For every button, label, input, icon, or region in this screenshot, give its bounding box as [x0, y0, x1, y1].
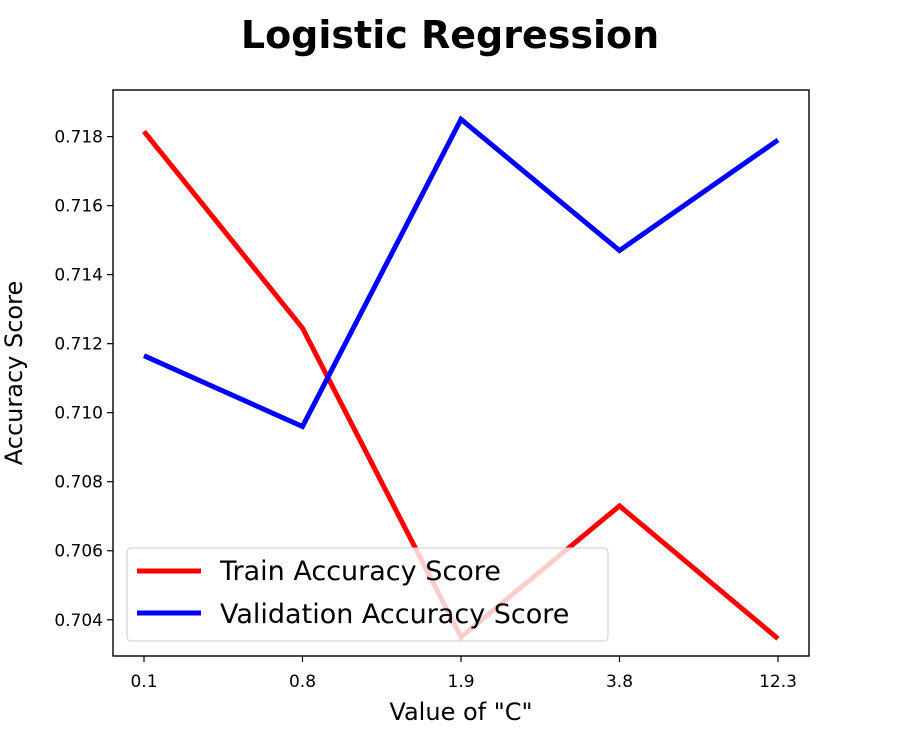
- legend-label-train: Train Accuracy Score: [219, 556, 501, 587]
- legend-box: [126, 547, 609, 642]
- x-tick-label: 3.8: [606, 672, 633, 692]
- legend: Train Accuracy Score Validation Accuracy…: [126, 547, 609, 642]
- x-tick-label: 12.3: [759, 672, 797, 692]
- x-axis-title: Value of "C": [389, 698, 532, 726]
- series-line-validation: [142, 115, 780, 430]
- y-tick-label: 0.708: [54, 473, 103, 493]
- x-tick-label: 0.8: [289, 672, 316, 692]
- y-axis: 0.704 0.706 0.708 0.710 0.712 0.714 0.716 0.718: [54, 128, 113, 631]
- legend-label-validation: Validation Accuracy Score: [220, 599, 569, 630]
- x-tick-label: 1.9: [447, 672, 474, 692]
- y-tick-label: 0.714: [54, 266, 103, 286]
- chart-title: Logistic Regression: [241, 13, 659, 57]
- y-tick-label: 0.704: [54, 611, 103, 631]
- y-tick-label: 0.716: [54, 197, 103, 217]
- x-axis: 0.1 0.8 1.9 3.8 12.3: [130, 656, 797, 692]
- y-axis-title: Accuracy Score: [0, 281, 28, 465]
- y-tick-label: 0.710: [54, 404, 103, 424]
- x-tick-label: 0.1: [130, 672, 157, 692]
- y-tick-label: 0.706: [54, 542, 103, 562]
- y-tick-label: 0.712: [54, 335, 103, 355]
- y-tick-label: 0.718: [54, 128, 103, 148]
